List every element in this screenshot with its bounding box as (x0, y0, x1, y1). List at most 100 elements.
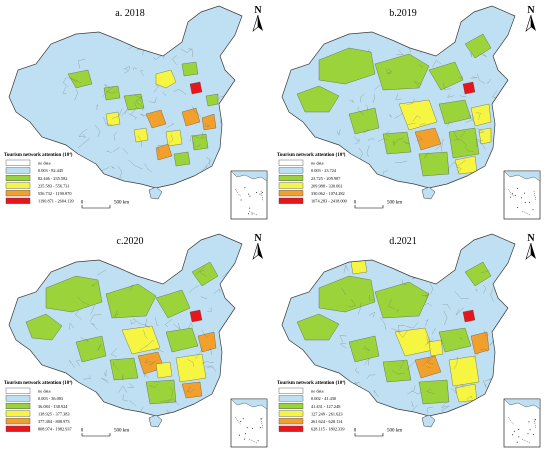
region-polygon (448, 355, 480, 387)
region-polygon (191, 261, 219, 287)
legend-label: 0.002 - 41.430 (311, 396, 336, 401)
admin-boundaries (336, 44, 499, 184)
north-arrow-icon: N (252, 233, 263, 260)
scale-label: 500 km (387, 201, 402, 206)
region-polygon (155, 361, 173, 379)
south-china-sea-inset (230, 398, 268, 448)
region-polygon (201, 113, 217, 131)
scale-label: 500 km (387, 429, 402, 434)
region-polygon (438, 327, 472, 353)
region-polygon (470, 331, 490, 355)
region-polygon (414, 127, 442, 151)
region-polygon (464, 33, 492, 59)
legend-swatch (5, 418, 31, 425)
south-china-sea-inset (230, 170, 268, 220)
legend-title: Tourism network attention (10⁴) (277, 152, 346, 158)
legend-swatch (5, 387, 31, 394)
region-polygon (165, 129, 183, 147)
region-polygon (181, 107, 201, 127)
legend-item: 330.062 - 1074.282 (278, 190, 345, 197)
region-polygon (296, 85, 340, 113)
region-polygon (155, 143, 173, 161)
region-polygon (382, 359, 412, 383)
legend-item: 209.988 - 330.061 (278, 182, 343, 189)
region-polygon (67, 69, 93, 89)
legend-label: 41.431 - 127.248 (311, 404, 340, 409)
legend-item: 377.384 - 808.973 (5, 418, 70, 425)
region-polygon (155, 289, 191, 319)
region-polygon (464, 261, 492, 287)
legend-item: 0.003 - 36.083 (5, 395, 63, 402)
legend-item: 808.974 - 1982.937 (5, 425, 73, 432)
legend-item: 1190.871 - 2604.139 (5, 197, 74, 204)
legend-item: no data (5, 387, 51, 394)
hainan-island (148, 186, 163, 200)
legend-item: 127.249 - 261.623 (278, 410, 343, 417)
scale-zero: 0 (81, 201, 84, 206)
region-polygon (197, 331, 217, 353)
legend-label: no data (311, 389, 324, 394)
china-map (281, 5, 516, 200)
legend-swatch (278, 167, 304, 174)
scale-bar: 0 500 km (354, 201, 402, 209)
region-polygon (418, 379, 450, 405)
legend-title: Tourism network attention (10⁴) (4, 380, 73, 386)
region-polygon (478, 127, 492, 145)
legend-swatch (5, 175, 31, 182)
region-polygon (470, 103, 492, 127)
hainan-island (421, 414, 436, 428)
region-polygon (173, 151, 191, 167)
legend-swatch (5, 159, 31, 166)
china-map (8, 5, 243, 200)
legend-item: 0.002 - 41.430 (278, 395, 336, 402)
country-border (281, 233, 516, 417)
legend-item: 82.446 - 235.582 (5, 175, 67, 182)
legend-item: 0.003 - 23.724 (278, 167, 337, 174)
region-polygon (382, 131, 412, 155)
legend-label: 127.249 - 261.623 (311, 411, 343, 416)
panel-title: d.2021 (389, 236, 417, 247)
country-border (281, 5, 516, 189)
map-panel-2021: d.2021 N Tourism network attention (10⁴) no… (277, 233, 541, 448)
region-polygon (165, 327, 199, 353)
region-polygon (374, 281, 430, 319)
north-label: N (527, 5, 535, 16)
legend-item: 261.624 - 628.114 (278, 418, 343, 425)
legend-item: 36.084 - 138.924 (5, 403, 68, 410)
region-polygon (350, 259, 368, 275)
legend-swatch (278, 410, 304, 417)
region-polygon (296, 313, 340, 341)
region-polygon (145, 109, 167, 129)
region-polygon (348, 107, 380, 135)
legend-swatch (278, 387, 304, 394)
legend-label: 138.925 - 377.383 (38, 411, 70, 416)
north-label: N (527, 233, 535, 244)
south-china-sea-inset (503, 398, 541, 448)
region-polygon (25, 313, 63, 341)
legend-swatch (5, 395, 31, 402)
region-polygon (175, 353, 207, 383)
country-border (8, 5, 243, 189)
south-china-sea-inset (503, 170, 541, 220)
scale-bar: 0 500 km (81, 429, 129, 437)
scale-zero: 0 (354, 201, 357, 206)
scale-label: 500 km (114, 201, 129, 206)
legend-swatch (278, 159, 304, 166)
region-polygon (205, 93, 219, 107)
legend-swatch (5, 403, 31, 410)
prefecture-regions (296, 33, 492, 177)
legend-swatch (278, 175, 304, 182)
legend-label: 0.003 - 36.083 (38, 396, 63, 401)
north-arrow-icon: N (252, 5, 263, 32)
legend-swatch (278, 197, 304, 204)
region-polygon (448, 127, 480, 159)
scale-zero: 0 (354, 429, 357, 434)
region-polygon (428, 61, 464, 91)
region-polygon (145, 379, 177, 405)
region-polygon (189, 309, 203, 323)
legend-item: 41.431 - 127.248 (278, 403, 340, 410)
region-polygon (189, 81, 203, 95)
legend-label: 0.003 - 23.724 (311, 168, 337, 173)
legend-swatch (5, 425, 31, 432)
